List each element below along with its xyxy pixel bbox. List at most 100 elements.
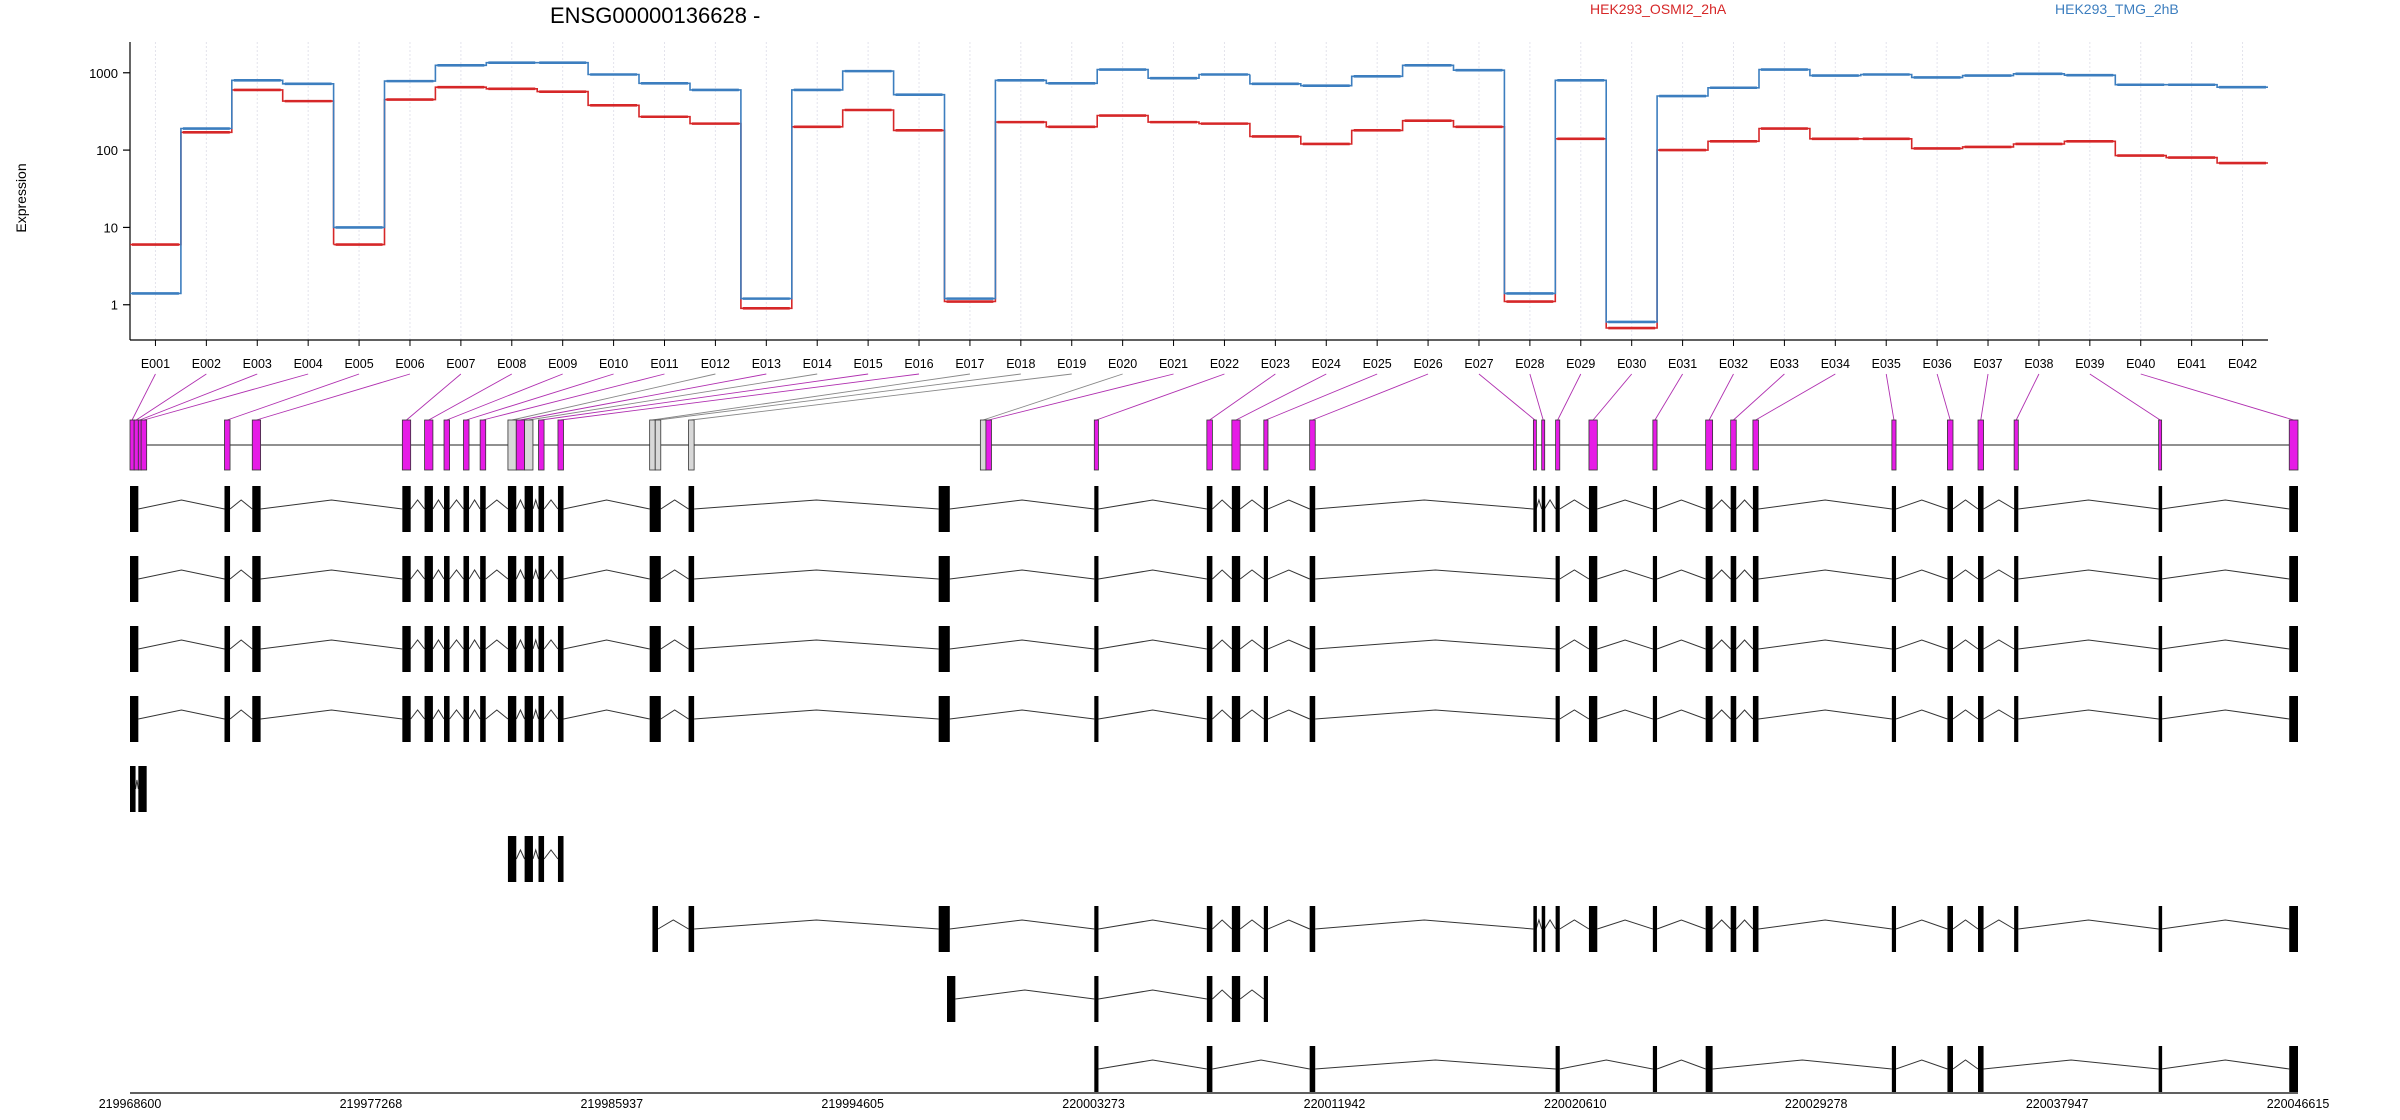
transcript-exon xyxy=(1309,1046,1316,1092)
intron-link xyxy=(1597,919,1654,930)
intron-link xyxy=(1559,1059,1653,1070)
exon-label: E042 xyxy=(2228,357,2257,371)
exon-label: E022 xyxy=(1210,357,1239,371)
transcript-exon xyxy=(2158,556,2163,602)
exon-bin xyxy=(1532,419,1537,471)
transcript-exon xyxy=(444,486,450,532)
exon-connector xyxy=(1265,373,1378,421)
intron-link xyxy=(1212,569,1233,580)
exon-connector xyxy=(528,373,818,421)
transcript-row xyxy=(130,486,2298,532)
intron-link xyxy=(468,639,481,650)
transcript-exon xyxy=(2014,906,2019,952)
intron-link xyxy=(1735,499,1754,510)
intron-link xyxy=(260,639,403,650)
intron-link xyxy=(1983,499,2015,510)
intron-link xyxy=(2161,639,2290,650)
exon-connector xyxy=(1885,373,1895,421)
intron-link xyxy=(949,639,1095,650)
transcript-exon xyxy=(224,486,231,532)
exon-bin xyxy=(424,419,434,471)
intron-link xyxy=(1597,639,1654,650)
exon-connector xyxy=(1557,373,1582,421)
transcript-exon xyxy=(557,486,564,532)
intron-link xyxy=(532,708,539,720)
intron-link xyxy=(2018,919,2159,930)
exon-label: E033 xyxy=(1770,357,1799,371)
intron-link xyxy=(1656,569,1706,580)
intron-link xyxy=(1758,499,1892,510)
transcript-exon xyxy=(252,696,261,742)
exon-label: E034 xyxy=(1821,357,1850,371)
exon-connector xyxy=(1733,373,1785,421)
transcript-exon xyxy=(938,556,950,602)
intron-link xyxy=(449,569,464,580)
transcript-exon xyxy=(2158,1046,2163,1092)
transcript-exon xyxy=(524,696,533,742)
intron-link xyxy=(1656,709,1706,720)
exon-label: E036 xyxy=(1923,357,1952,371)
intron-link xyxy=(1952,499,1979,510)
exon-bin xyxy=(649,419,656,471)
transcript-exon xyxy=(557,836,564,882)
exon-label: E041 xyxy=(2177,357,2206,371)
transcript-exon xyxy=(1652,556,1658,602)
intron-link xyxy=(1983,569,2015,580)
transcript-exon xyxy=(649,696,661,742)
exon-connector xyxy=(1235,373,1327,421)
transcript-exon xyxy=(1947,626,1953,672)
exon-connector xyxy=(657,373,1021,421)
intron-link xyxy=(1098,499,1207,510)
intron-link xyxy=(1656,499,1706,510)
exon-bin xyxy=(1093,419,1099,471)
intron-link xyxy=(543,639,559,650)
intron-link xyxy=(2018,639,2159,650)
intron-link xyxy=(1712,919,1732,930)
exon-connector xyxy=(143,373,309,421)
intron-link xyxy=(949,709,1095,720)
exon-label: E026 xyxy=(1413,357,1442,371)
transcript-exon xyxy=(1231,906,1241,952)
exon-label: E031 xyxy=(1668,357,1697,371)
intron-link xyxy=(1758,919,1892,930)
transcript-exon xyxy=(402,556,411,602)
exon-connector xyxy=(652,373,970,421)
transcript-exon xyxy=(1730,486,1737,532)
intron-link xyxy=(1597,709,1654,720)
transcript-exon xyxy=(1947,906,1953,952)
exon-label: E021 xyxy=(1159,357,1188,371)
exon-connector xyxy=(482,373,665,421)
intron-link xyxy=(1559,569,1590,580)
exon-label: E005 xyxy=(344,357,373,371)
transcript-exon xyxy=(1588,906,1598,952)
transcript-exon xyxy=(938,626,950,672)
transcript-exon xyxy=(424,486,433,532)
genomic-tick-label: 219994605 xyxy=(821,1097,884,1111)
exon-bin xyxy=(1705,419,1714,471)
transcript-exon xyxy=(538,696,545,742)
intron-link xyxy=(1983,919,2015,930)
intron-link xyxy=(1544,499,1557,510)
transcript-exon xyxy=(1752,906,1759,952)
transcript-exon xyxy=(1978,626,1984,672)
transcript-exon xyxy=(1752,486,1759,532)
exon-label: E024 xyxy=(1312,357,1341,371)
exon-bin xyxy=(1752,419,1759,471)
transcript-exon xyxy=(1891,626,1897,672)
exon-bin-track xyxy=(129,419,2299,471)
transcript-exon xyxy=(538,626,545,672)
intron-link xyxy=(543,709,559,720)
exon-label: E001 xyxy=(141,357,170,371)
transcript-exon xyxy=(130,626,139,672)
exon-bin xyxy=(2013,419,2019,471)
transcript-exon xyxy=(557,696,564,742)
exon-label: E025 xyxy=(1363,357,1392,371)
intron-link xyxy=(410,639,425,650)
exon-bin xyxy=(133,419,139,471)
exon-label: E035 xyxy=(1872,357,1901,371)
transcript-exon xyxy=(1094,696,1099,742)
intron-link xyxy=(563,569,650,580)
transcript-exon xyxy=(224,626,231,672)
transcript-exon xyxy=(1978,696,1984,742)
intron-link xyxy=(1267,569,1310,580)
